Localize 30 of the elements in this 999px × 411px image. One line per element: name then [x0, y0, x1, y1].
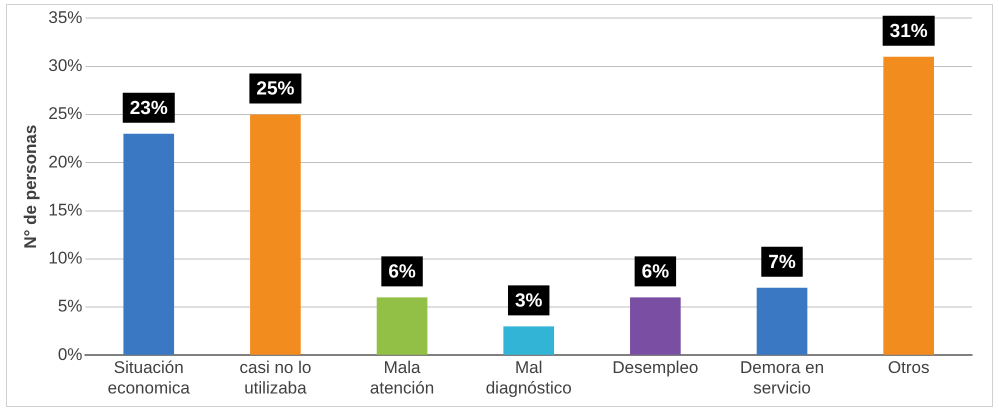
y-axis-title: N° de personas — [20, 124, 40, 249]
bar — [756, 288, 808, 355]
y-tick-label: 15% — [48, 200, 82, 220]
x-tick-label: Demora en servicio — [740, 358, 824, 398]
x-tick-label: Otros — [888, 358, 930, 378]
data-label: 23% — [130, 98, 168, 119]
y-tick-label: 30% — [48, 56, 82, 76]
y-tick-label: 10% — [48, 248, 82, 268]
data-label: 6% — [642, 262, 670, 283]
bar — [883, 56, 934, 355]
x-tick-label: casi no lo utilizaba — [239, 358, 312, 398]
bar — [250, 114, 301, 355]
data-label: 25% — [256, 78, 295, 100]
bar — [376, 297, 428, 355]
data-label: 31% — [890, 20, 928, 42]
bar — [123, 134, 174, 355]
data-label: 6% — [388, 262, 416, 283]
y-tick-label: 0% — [58, 344, 82, 364]
x-tick-label: Mala atención — [370, 358, 434, 398]
bar — [630, 297, 681, 355]
y-tick-label: 20% — [48, 152, 82, 172]
x-tick-label: Desempleo — [612, 358, 698, 378]
bar — [503, 326, 554, 355]
y-tick-label: 35% — [48, 8, 82, 27]
data-label: 3% — [514, 290, 543, 312]
x-tick-label: Situación economica — [108, 358, 190, 398]
y-tick-label: 25% — [48, 104, 82, 124]
x-tick-label: Mal diagnóstico — [486, 358, 572, 398]
y-tick-label: 5% — [58, 296, 82, 316]
data-label: 7% — [768, 252, 796, 274]
